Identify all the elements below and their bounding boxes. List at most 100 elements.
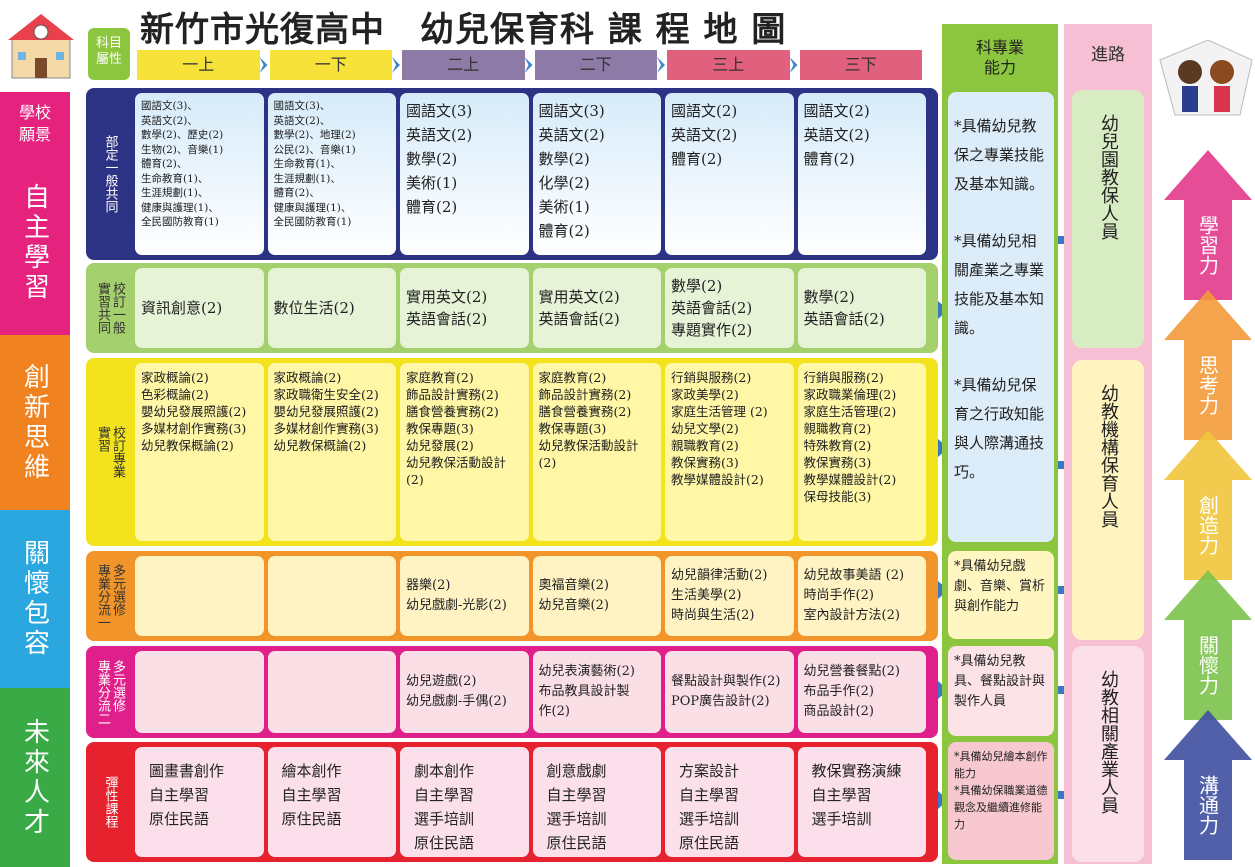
ability: 關懷力 bbox=[1184, 615, 1232, 715]
row-label-text: 部定一般共同 bbox=[103, 135, 118, 213]
course: 幼兒音樂(2) bbox=[538, 598, 609, 613]
course-cell: 國語文(3)、 英語文(2)、 數學(2)、地理(2) 公民(2)、音樂(1) 生命教育… bbox=[267, 93, 396, 255]
course: 色彩概論(2) bbox=[141, 387, 209, 402]
competency-box: *具備幼兒戲劇、音樂、賞析與創作能力 bbox=[948, 551, 1054, 639]
row-label: 校訂專業 實習 bbox=[88, 364, 132, 540]
course: 作(2) bbox=[538, 704, 570, 719]
course: 幼兒文學(2) bbox=[671, 421, 739, 436]
course: 實用英文(2) bbox=[538, 288, 620, 306]
course: 教學媒體設計(2) bbox=[803, 472, 897, 487]
course: 室內設計方法(2) bbox=[803, 608, 900, 623]
course: 幼兒營養餐點(2) bbox=[803, 664, 900, 679]
course-cell: 行銷與服務(2) 家政美學(2) 家庭生活管理 (2) 幼兒文學(2) 親職教育(2) 教… bbox=[665, 363, 794, 541]
row-label-line: 彈性課程 bbox=[102, 776, 118, 828]
ability-label: 溝通力 bbox=[1195, 775, 1220, 835]
competency: *具備幼兒繪本創作能力 bbox=[954, 750, 1048, 780]
course-cell: 幼兒營養餐點(2) 布品手作(2) 商品設計(2) bbox=[797, 651, 926, 733]
course: 全民國防教育(1) bbox=[141, 216, 219, 228]
course: 數學(2)、歷史(2) bbox=[141, 129, 224, 141]
course: 自主學習 bbox=[281, 786, 342, 804]
course: 數學(2) bbox=[803, 288, 855, 306]
course: 家政概論(2) bbox=[141, 370, 209, 385]
course-cell: 餐點設計與製作(2) POP廣告設計(2) bbox=[665, 651, 794, 733]
semester-tab: 二上 bbox=[402, 50, 525, 80]
course: 自主學習 bbox=[414, 786, 475, 804]
course: 幼兒教保概論(2) bbox=[273, 438, 367, 453]
course-cell: 幼兒韻律活動(2) 生活美學(2) 時尚與生活(2) bbox=[665, 556, 794, 636]
course: 飾品設計實務(2) bbox=[538, 387, 632, 402]
course-cell bbox=[267, 651, 396, 733]
course: 教保實務(3) bbox=[803, 455, 872, 470]
course: 英語文(2) bbox=[406, 126, 473, 144]
semester-tab: 三上 bbox=[667, 50, 790, 80]
career-box: 幼兒園教保人員 bbox=[1072, 90, 1144, 348]
course: 原住民語 bbox=[679, 834, 740, 852]
course: 圖畫書創作 bbox=[149, 762, 225, 780]
course: 家庭教育(2) bbox=[406, 370, 474, 385]
row-label-line: 多元選修 bbox=[110, 563, 125, 616]
chevron bbox=[259, 57, 268, 73]
ability-arrow bbox=[1164, 430, 1252, 580]
course: 原住民語 bbox=[546, 834, 607, 852]
ability-label: 學習力 bbox=[1195, 215, 1220, 275]
course: 生涯規劃(1)、 bbox=[273, 172, 341, 185]
vision-text: 關懷包容 bbox=[17, 539, 54, 659]
course: 數學(2)、地理(2) bbox=[273, 129, 356, 141]
course-cell: 創意戲劇 自主學習 選手培訓 原住民語 bbox=[532, 747, 661, 857]
course: 家庭生活管理 (2) bbox=[671, 404, 768, 419]
vision-item: 創新思維 bbox=[0, 345, 70, 500]
course: 選手培訓 bbox=[811, 810, 872, 828]
course-cell: 國語文(2) 英語文(2) 體育(2) bbox=[797, 93, 926, 255]
competency: *具備幼兒教保之專業技能及基本知識。 bbox=[954, 117, 1045, 193]
course: 幼兒遊戲(2) bbox=[406, 674, 477, 689]
chevron bbox=[789, 57, 798, 73]
ability-arrow bbox=[1164, 150, 1252, 300]
vision-text: 自主學習 bbox=[17, 183, 54, 303]
career: 幼教相關產業人員 bbox=[1098, 670, 1119, 814]
course-cell: 國語文(2) 英語文(2) 體育(2) bbox=[665, 93, 794, 255]
chevron bbox=[392, 57, 400, 73]
competency-box: *具備幼兒教保之專業技能及基本知識。 *具備幼兒相關產業之專業技能及基本知識。 *具… bbox=[948, 92, 1054, 542]
ability-arrow bbox=[1164, 290, 1252, 440]
row-label-line: 專業分流一 bbox=[95, 563, 110, 629]
row-label: 多元選修 專業分流二 bbox=[88, 652, 132, 732]
course: (2) bbox=[538, 455, 557, 470]
course: 美術(1) bbox=[538, 198, 590, 216]
course-cell: 數位生活(2) bbox=[267, 268, 396, 348]
row-label-text: 校訂一般 實習共同 bbox=[95, 282, 125, 334]
course-cell: 繪本創作 自主學習 原住民語 bbox=[267, 747, 396, 857]
course: 生涯規劃(1)、 bbox=[141, 187, 209, 199]
course: 教保實務演練 bbox=[811, 762, 902, 780]
competency: *具備幼兒教具、餐點設計與製作人員 bbox=[954, 654, 1046, 709]
course-cell: 幼兒遊戲(2) 幼兒戲劇-手偶(2) bbox=[400, 651, 529, 733]
course: 體育(2) bbox=[671, 150, 723, 168]
course: 幼兒教保活動設計 bbox=[406, 455, 507, 470]
row-label-line: 實習 bbox=[95, 426, 110, 452]
course: 奧福音樂(2) bbox=[538, 578, 609, 593]
course: 幼兒表演藝術(2) bbox=[538, 664, 635, 679]
semester-tab: 三下 bbox=[799, 50, 922, 80]
course: 行銷與服務(2) bbox=[671, 370, 752, 385]
vision-band bbox=[0, 92, 70, 335]
course-cell: 教保實務演練 自主學習 選手培訓 bbox=[797, 747, 926, 857]
row-label-line: 多元選修 bbox=[110, 659, 125, 712]
course: 全民國防教育(1) bbox=[273, 216, 352, 228]
course-cell: 國語文(3) 英語文(2) 數學(2) 化學(2) 美術(1) 體育(2) bbox=[532, 93, 661, 255]
course: 生活美學(2) bbox=[671, 588, 742, 603]
chevron bbox=[524, 57, 533, 73]
course-cell bbox=[135, 556, 264, 636]
ability: 思考力 bbox=[1184, 335, 1232, 435]
course: 創意戲劇 bbox=[546, 762, 607, 780]
course-cell: 劇本創作 自主學習 選手培訓 原住民語 bbox=[400, 747, 529, 857]
course: 保母技能(3) bbox=[803, 489, 872, 504]
course: 教保專題(3) bbox=[406, 421, 474, 436]
career: 幼教機構保育人員 bbox=[1098, 384, 1119, 528]
course: 國語文(3) bbox=[538, 102, 605, 120]
course: 布品手作(2) bbox=[803, 684, 874, 699]
row-label-text: 多元選修 專業分流二 bbox=[95, 660, 125, 725]
ability-arrow bbox=[1164, 570, 1252, 720]
course: 數位生活(2) bbox=[273, 299, 355, 317]
course: 體育(2) bbox=[538, 222, 590, 240]
